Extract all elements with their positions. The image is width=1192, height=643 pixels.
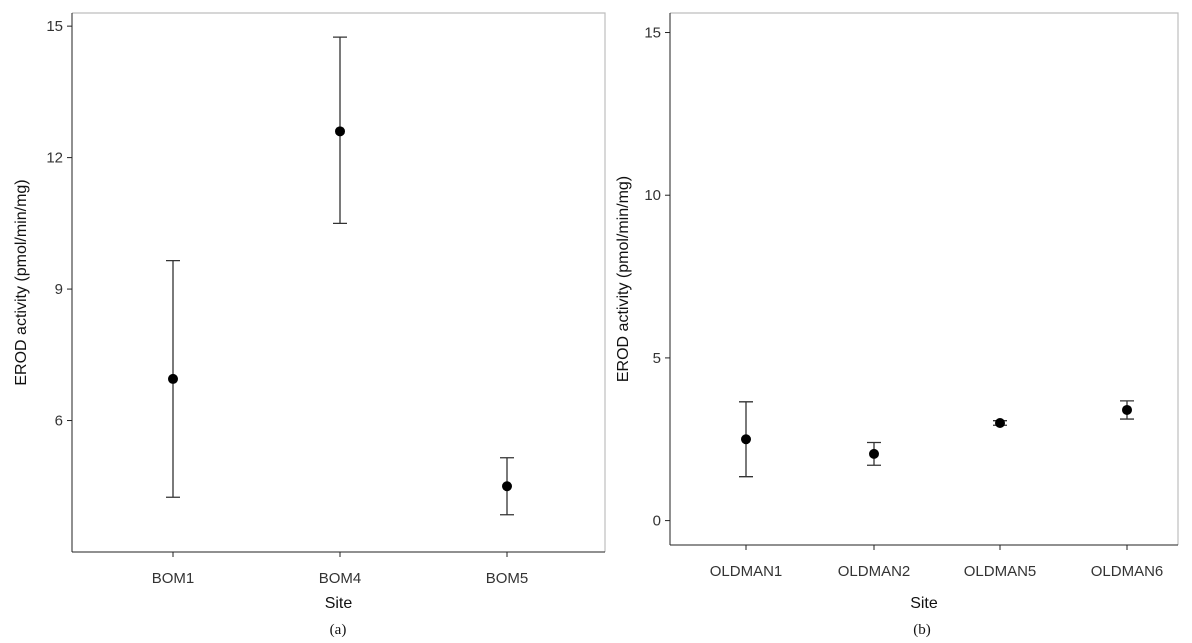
data-point [168, 373, 178, 384]
data-point [869, 448, 879, 459]
x-axis-title: Site [325, 595, 353, 612]
x-axis-title: Site [910, 595, 938, 612]
panel-caption: (b) [913, 622, 931, 638]
y-tick-label: 5 [653, 350, 661, 367]
y-tick-label: 15 [46, 18, 63, 35]
x-tick-label: OLDMAN5 [964, 563, 1037, 580]
x-tick-label: BOM1 [152, 570, 195, 587]
x-tick-label: OLDMAN6 [1091, 563, 1164, 580]
y-tick-label: 15 [644, 25, 661, 42]
panel-frame [670, 12, 1179, 545]
y-tick-label: 6 [55, 413, 63, 430]
x-tick-label: OLDMAN2 [838, 563, 911, 580]
x-tick-label: OLDMAN1 [710, 563, 783, 580]
data-point [995, 417, 1005, 428]
y-tick-label: 10 [644, 187, 661, 204]
panel-b: 0 5 10 15 OLDMAN1 OLDMAN2 OLDMAN5 OLDMAN6 Site ER… [615, 12, 1179, 638]
data-point [741, 434, 751, 445]
panel-caption: (a) [330, 622, 347, 638]
y-axis-title: EROD activity (pmol/min/mg) [615, 176, 632, 382]
data-point [502, 481, 512, 492]
data-point [1122, 404, 1132, 415]
panel-a: 6 9 12 15 BOM1 BOM4 BOM5 Site EROD activity (pmo… [13, 12, 606, 638]
y-tick-label: 9 [55, 281, 63, 298]
y-tick-label: 12 [46, 150, 63, 167]
y-tick-label: 0 [653, 513, 661, 530]
x-tick-label: BOM4 [319, 570, 362, 587]
y-axis-title: EROD activity (pmol/min/mg) [13, 179, 30, 385]
data-point [335, 126, 345, 137]
panel-frame [72, 12, 606, 552]
x-tick-label: BOM5 [486, 570, 529, 587]
